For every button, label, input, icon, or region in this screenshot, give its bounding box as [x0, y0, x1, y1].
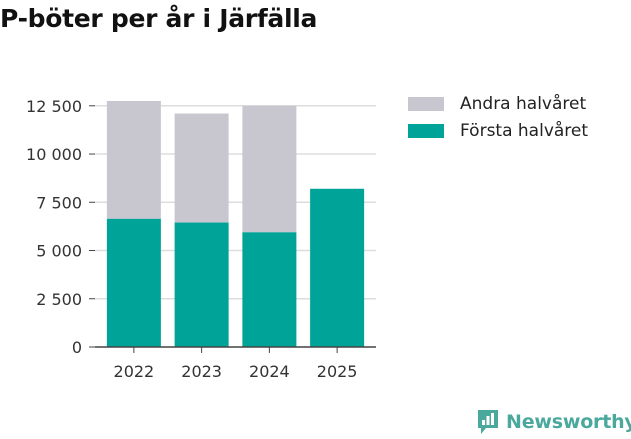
- bar-first-half: [310, 188, 365, 347]
- bars: [106, 100, 365, 347]
- y-tick-label: 12 500: [26, 97, 82, 116]
- x-tick-label: 2024: [249, 362, 290, 381]
- bar-second-half: [174, 113, 229, 223]
- legend: Andra halvåret Första halvåret: [408, 90, 588, 144]
- x-tick-label: 2023: [181, 362, 222, 381]
- newsworthy-logo-icon: [478, 410, 498, 434]
- legend-label-first-half: Första halvåret: [460, 120, 589, 141]
- y-tick-label: 10 000: [26, 145, 82, 164]
- legend-item-first-half: Första halvåret: [408, 117, 588, 144]
- y-tick-label: 5 000: [36, 242, 82, 261]
- legend-swatch-first-half: [408, 123, 444, 138]
- bar-second-half: [106, 100, 161, 219]
- bar-first-half: [106, 218, 161, 347]
- bar-second-half: [242, 105, 297, 233]
- legend-item-second-half: Andra halvåret: [408, 90, 588, 117]
- y-tick-label: 7 500: [36, 193, 82, 212]
- x-tick-label: 2025: [317, 362, 358, 381]
- y-axis-ticks: 0 2 500 5 000 7 500 10 000 12 500: [26, 97, 95, 357]
- x-tick-label: 2022: [114, 362, 155, 381]
- brand-logo: Newsworthy: [476, 408, 631, 436]
- y-tick-label: 2 500: [36, 290, 82, 309]
- x-axis-ticks: 2022 2023 2024 2025: [114, 347, 358, 381]
- chart-title: P-böter per år i Järfälla: [0, 4, 318, 33]
- bar-first-half: [174, 222, 229, 347]
- legend-swatch-second-half: [408, 96, 444, 111]
- y-tick-label: 0: [72, 338, 82, 357]
- brand-name: Newsworthy: [506, 411, 631, 433]
- bar-first-half: [242, 232, 297, 347]
- legend-label-second-half: Andra halvåret: [460, 93, 587, 114]
